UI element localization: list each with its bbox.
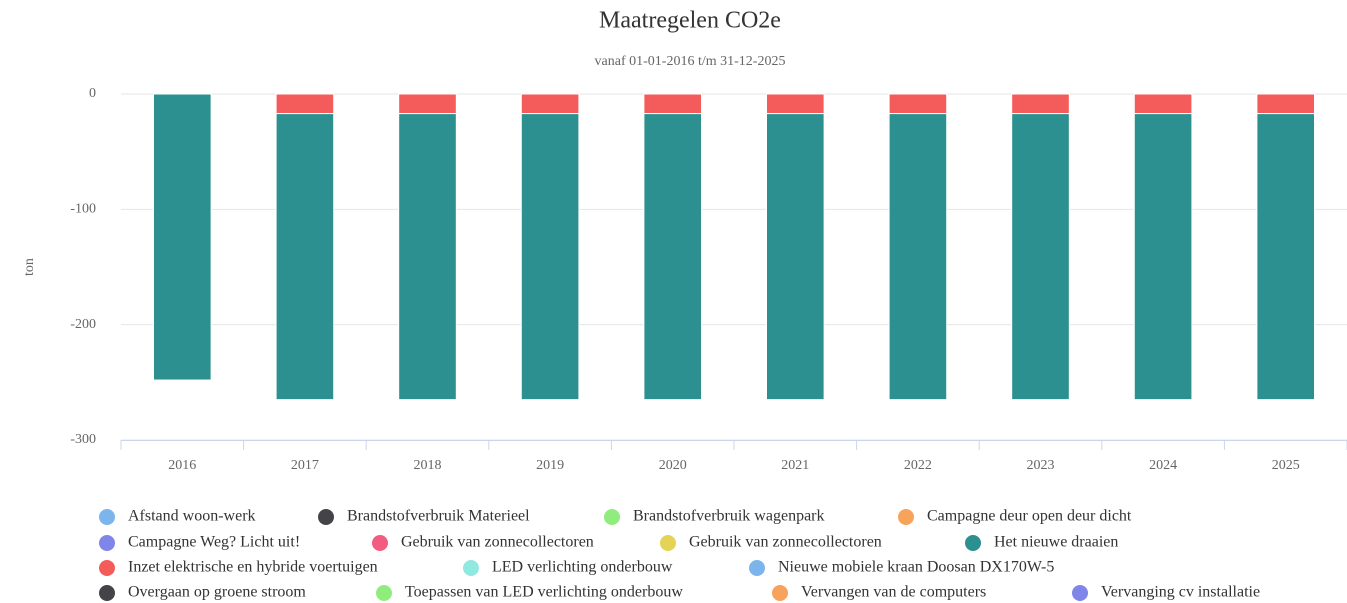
legend-label: Inzet elektrische en hybride voertuigen [128,559,378,576]
legend-marker [604,509,620,525]
legend-label: Vervanging cv installatie [1101,584,1260,601]
bar-segment [520,113,580,401]
bar-segment [520,93,580,115]
bar-segment [888,113,948,401]
bar-segment [765,113,825,401]
legend-marker [1072,585,1088,601]
legend-marker [749,560,765,576]
bar-segment [1256,113,1316,401]
bar-segment [152,93,212,381]
legend-label: Overgaan op groene stroom [128,584,306,601]
legend-marker [376,585,392,601]
legend-label: Afstand woon-werk [128,508,256,525]
bar-segment [1133,93,1193,115]
legend-label: Brandstofverbruik wagenpark [633,508,825,525]
x-tick-label: 2020 [659,458,687,473]
bar-segment [1133,113,1193,401]
x-tick-label: 2021 [781,458,809,473]
legend-label: LED verlichting onderbouw [492,559,673,576]
x-tick-label: 2018 [414,458,442,473]
legend-label: Campagne Weg? Licht uit! [128,534,300,551]
y-tick-label: -200 [70,317,96,332]
legend-marker [99,585,115,601]
bar-segment [1256,93,1316,115]
bar-segment [1011,113,1070,401]
legend-marker [99,560,115,576]
legend-marker [660,535,676,551]
bar-segment [275,93,335,115]
legend-label: Nieuwe mobiele kraan Doosan DX170W-5 [778,559,1054,576]
y-tick-label: -100 [70,202,96,217]
bar-segment [888,93,948,115]
bar-segment [275,113,335,401]
y-axis-label: ton [22,258,37,276]
chart-subtitle: vanaf 01-01-2016 t/m 31-12-2025 [595,54,786,69]
y-tick-label: -300 [70,432,96,447]
x-tick-label: 2023 [1027,458,1055,473]
legend-label: Campagne deur open deur dicht [927,508,1132,525]
legend-marker [99,535,115,551]
bar-segment [765,93,825,115]
y-tick-label: 0 [89,86,96,101]
legend-marker [898,509,914,525]
legend-marker [99,509,115,525]
x-tick-label: 2022 [904,458,932,473]
x-tick-label: 2019 [536,458,564,473]
x-tick-label: 2025 [1272,458,1300,473]
legend-marker [463,560,479,576]
bar-segment [643,93,703,115]
legend-marker [372,535,388,551]
legend-label: Vervangen van de computers [801,584,986,601]
x-tick-label: 2024 [1149,458,1177,473]
bar-segment [643,113,703,401]
x-tick-label: 2017 [291,458,319,473]
legend-label: Het nieuwe draaien [994,534,1118,551]
bar-segment [398,113,457,401]
legend-marker [772,585,788,601]
chart-title: Maatregelen CO2e [599,8,781,34]
bar-segment [398,93,457,115]
legend-marker [965,535,981,551]
legend-label: Toepassen van LED verlichting onderbouw [405,584,683,601]
legend-label: Gebruik van zonnecollectoren [689,534,882,551]
legend-label: Brandstofverbruik Materieel [347,508,530,525]
x-tick-label: 2016 [168,458,196,473]
legend-marker [318,509,334,525]
bar-segment [1011,93,1070,115]
legend-label: Gebruik van zonnecollectoren [401,534,594,551]
